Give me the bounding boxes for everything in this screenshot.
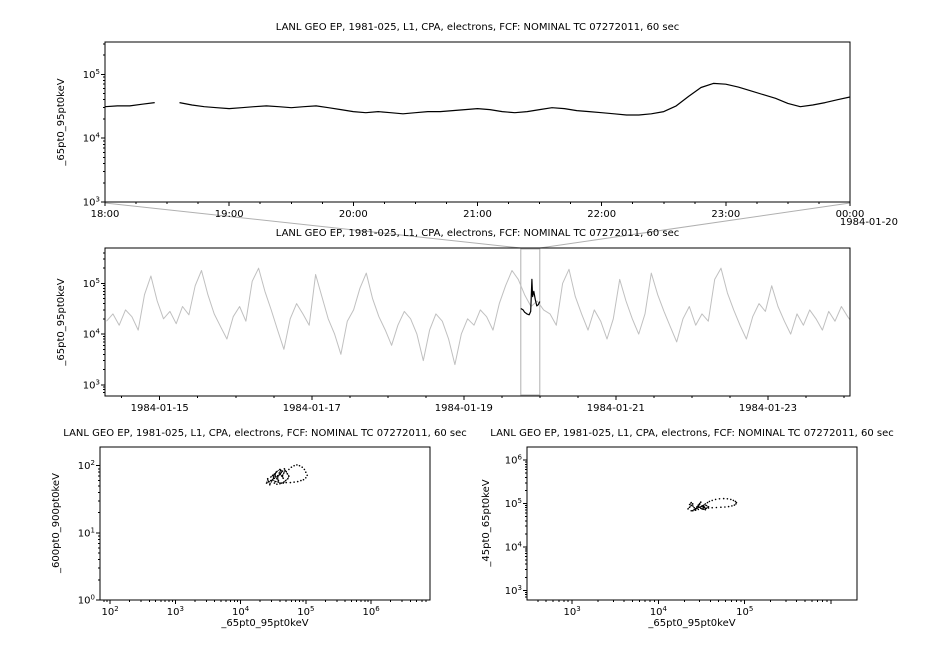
- svg-text:104: 104: [505, 540, 523, 553]
- p3-ticks: [96, 465, 427, 604]
- panel4-x-axis-label: _65pt0_95pt0keV: [648, 618, 736, 629]
- svg-text:103: 103: [83, 196, 100, 209]
- svg-text:1984-01-17: 1984-01-17: [283, 403, 341, 414]
- p1-ticks: [101, 43, 851, 206]
- svg-text:105: 105: [83, 68, 100, 81]
- zoom-connectors-layer: [104, 202, 851, 249]
- p4-frame: [526, 446, 858, 601]
- panel4-title: LANL GEO EP, 1981-025, L1, CPA, electron…: [490, 428, 894, 439]
- p1-series-0: [105, 82, 850, 116]
- panel2-title: LANL GEO EP, 1981-025, L1, CPA, electron…: [275, 228, 680, 239]
- panel1-end-date-label: 1984-01-20: [839, 217, 898, 228]
- panel3-x-axis-label: _65pt0_95pt0keV: [221, 618, 309, 629]
- svg-text:1984-01-19: 1984-01-19: [435, 403, 493, 414]
- p1-frame: [104, 41, 851, 203]
- svg-text:102: 102: [102, 605, 119, 618]
- svg-text:104: 104: [83, 132, 101, 145]
- p1-tick-labels: 18:00 19:00 20:00 21:00 22:00 23:00 00:00 103 10…: [83, 68, 865, 220]
- p2-series-1: [520, 278, 541, 316]
- svg-text:104: 104: [650, 605, 668, 618]
- svg-text:106: 106: [505, 454, 523, 467]
- p4-plot-area: [687, 497, 738, 512]
- svg-text:105: 105: [505, 497, 522, 510]
- p2-tick-labels: 1984-01-15 1984-01-17 1984-01-19 1984-01-21…: [83, 277, 797, 414]
- svg-text:22:00: 22:00: [587, 209, 616, 220]
- svg-text:105: 105: [83, 277, 100, 290]
- svg-text:20:00: 20:00: [339, 209, 368, 220]
- svg-text:1984-01-15: 1984-01-15: [131, 403, 189, 414]
- panel3-title: LANL GEO EP, 1981-025, L1, CPA, electron…: [63, 428, 467, 439]
- p4-ticks: [523, 459, 832, 604]
- svg-text:103: 103: [564, 605, 581, 618]
- svg-text:103: 103: [167, 605, 184, 618]
- panel1-y-axis-label: _65pt0_95pt0keV: [56, 78, 67, 166]
- svg-text:106: 106: [362, 605, 380, 618]
- svg-text:105: 105: [297, 605, 314, 618]
- panel1-title: LANL GEO EP, 1981-025, L1, CPA, electron…: [275, 22, 680, 33]
- svg-text:1984-01-21: 1984-01-21: [587, 403, 645, 414]
- svg-text:104: 104: [83, 328, 101, 341]
- p2-plot-area: [106, 248, 850, 396]
- p3-tick-labels: 102 103 104 105 106 100 101 102: [78, 459, 380, 618]
- panel2-y-axis-label: _65pt0_95pt0keV: [56, 278, 67, 366]
- svg-text:104: 104: [232, 605, 250, 618]
- p2-selection-box[interactable]: [520, 248, 541, 396]
- svg-text:18:00: 18:00: [91, 209, 120, 220]
- svg-text:19:00: 19:00: [215, 209, 244, 220]
- zoom-connector-right: [539, 202, 851, 249]
- svg-text:23:00: 23:00: [711, 209, 740, 220]
- svg-text:102: 102: [78, 459, 95, 472]
- p3-plot-area: [265, 464, 309, 486]
- p1-plot-area: [105, 82, 850, 116]
- p2-frame: [104, 247, 851, 397]
- svg-text:21:00: 21:00: [463, 209, 492, 220]
- panel4-y-axis-label: _45pt0_65pt0keV: [481, 479, 492, 567]
- panel3-y-axis-label: _600pt0_900pt0keV: [51, 473, 62, 573]
- svg-text:00:00: 00:00: [836, 209, 865, 220]
- zoom-connector-left: [104, 202, 521, 249]
- svg-text:103: 103: [505, 584, 522, 597]
- p4-tick-labels: 103 104 105 103 104 105 106: [505, 454, 754, 618]
- svg-text:101: 101: [78, 526, 95, 539]
- svg-text:105: 105: [736, 605, 753, 618]
- svg-text:103: 103: [83, 378, 100, 391]
- p2-ticks: [101, 252, 845, 400]
- svg-text:100: 100: [78, 594, 95, 607]
- p2-series-0: [106, 267, 850, 366]
- p3-frame: [99, 446, 431, 601]
- svg-text:1984-01-23: 1984-01-23: [739, 403, 797, 414]
